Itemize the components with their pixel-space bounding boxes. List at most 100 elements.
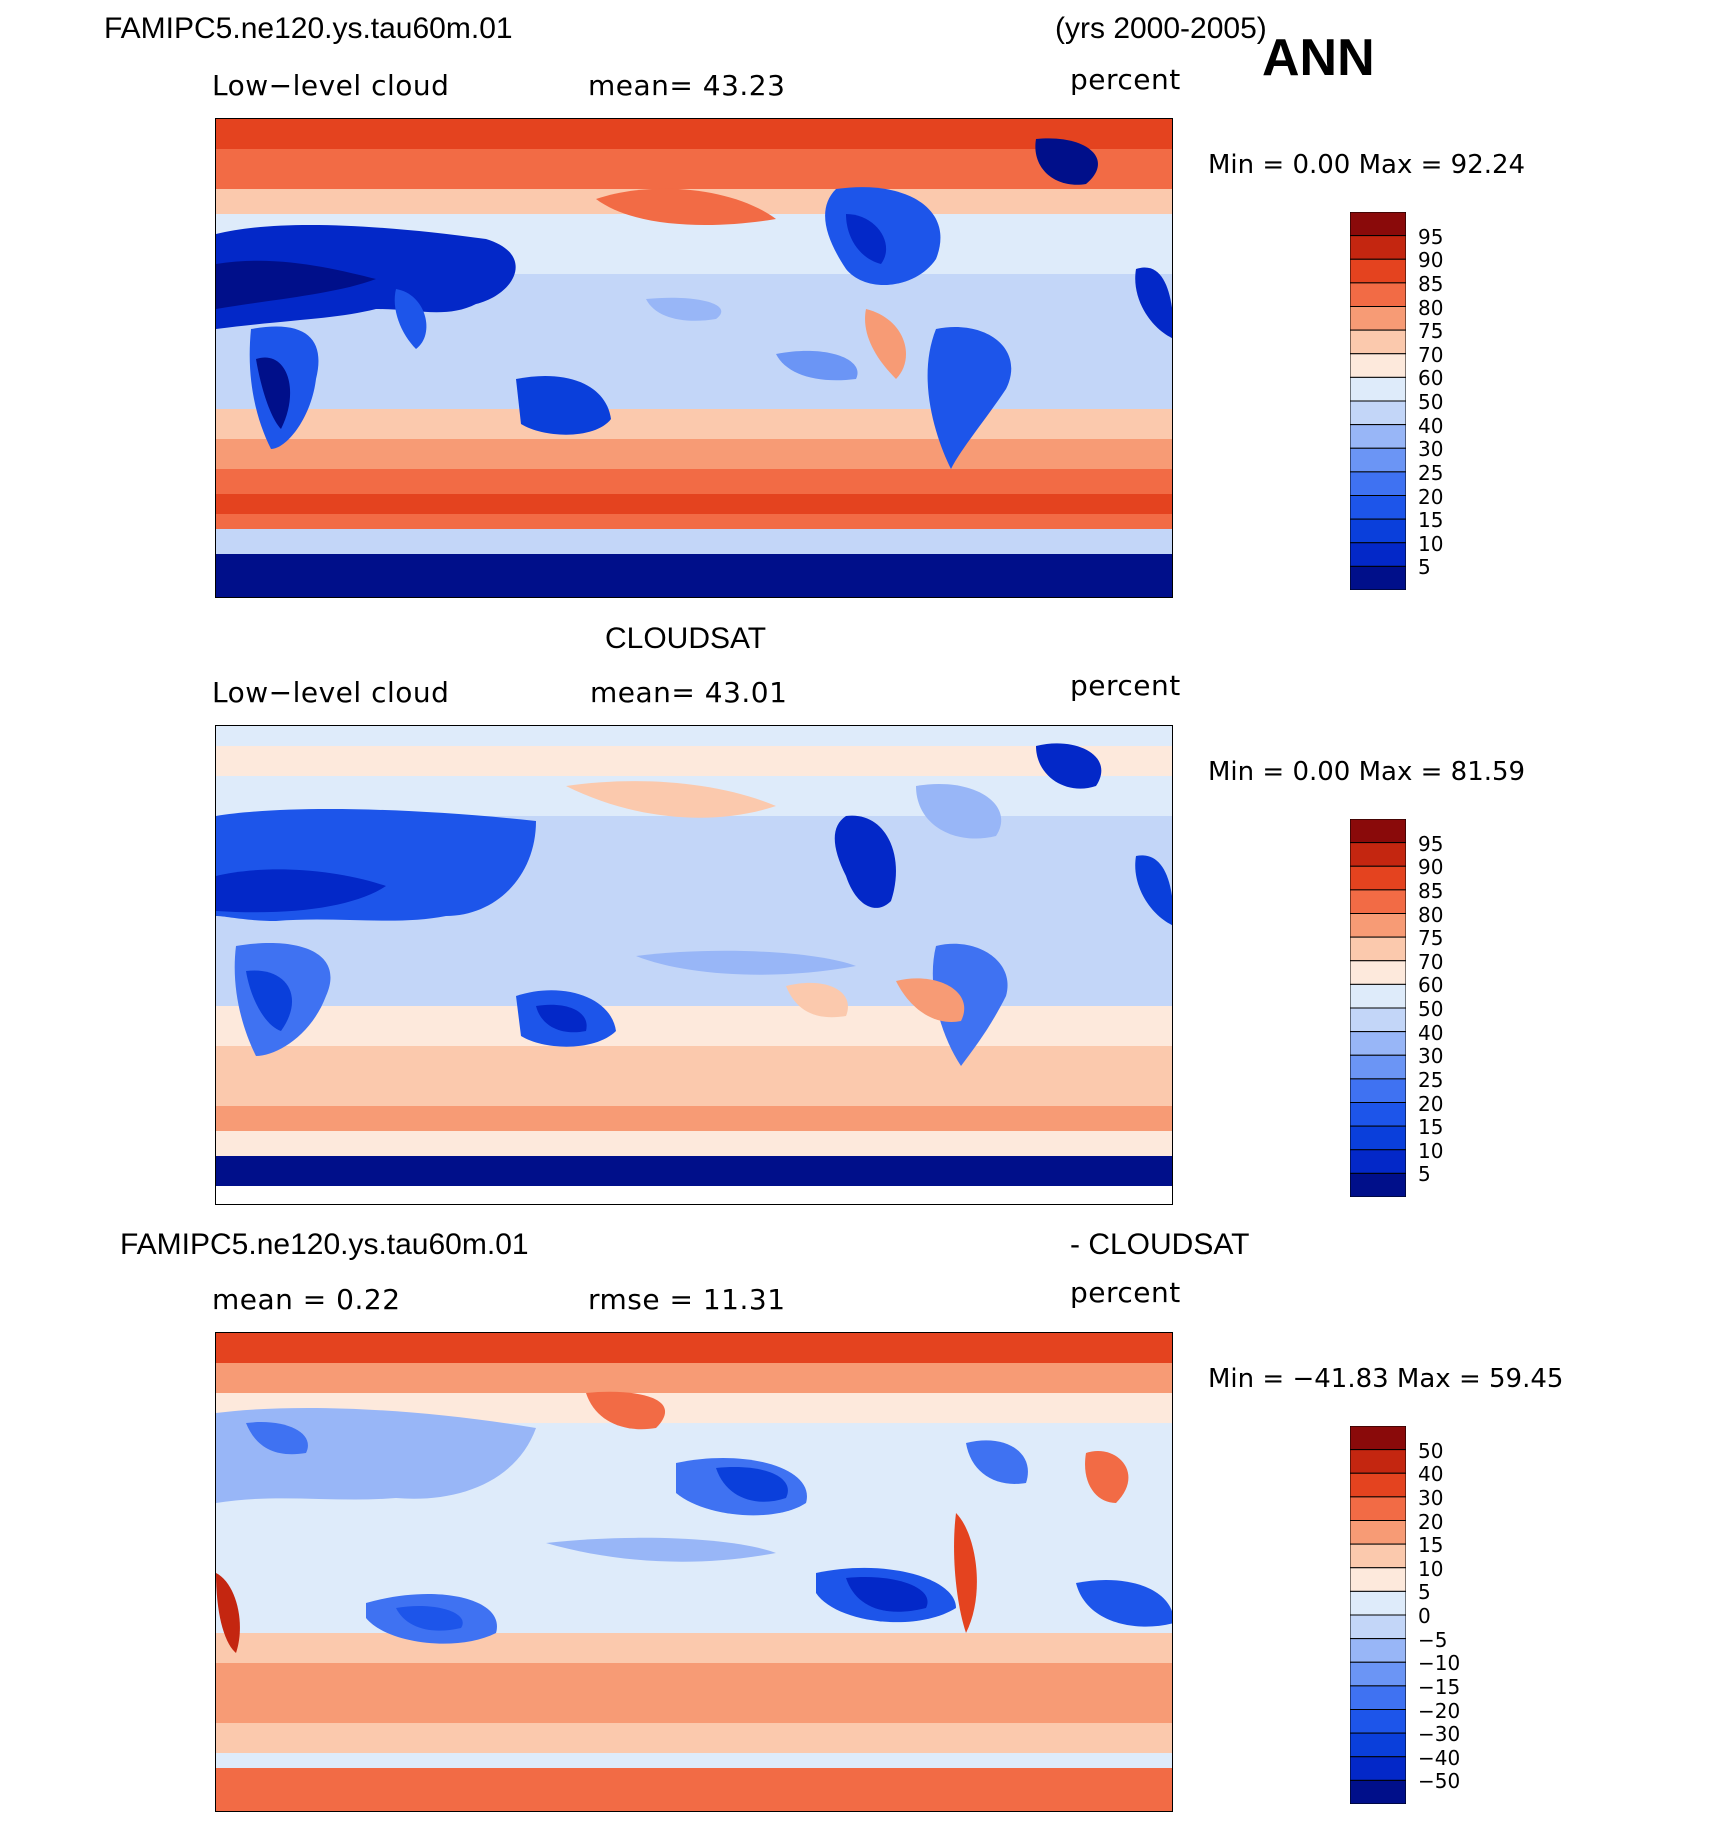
- colorbar-tick-label: 15: [1418, 1115, 1444, 1140]
- colorbar-swatch: [1350, 1661, 1406, 1687]
- colorbar-swatch: [1350, 400, 1406, 426]
- colorbar-swatch: [1350, 1614, 1406, 1640]
- colorbar-tick-label: 20: [1418, 1091, 1444, 1116]
- colorbar-swatch: [1350, 565, 1406, 590]
- colorbar-swatch: [1350, 1567, 1406, 1592]
- colorbar-tick-label: 95: [1418, 831, 1444, 856]
- panel3-map: [215, 1332, 1173, 1812]
- colorbar-tick-label: 10: [1418, 1138, 1444, 1163]
- panel2-units: percent: [1070, 669, 1181, 702]
- panel2-minmax: Min = 0.00 Max = 81.59: [1208, 757, 1526, 787]
- panel2-variable: Low−level cloud: [212, 676, 450, 709]
- colorbar-tick-label: 0: [1418, 1604, 1431, 1628]
- colorbar-swatch: [1350, 1685, 1406, 1710]
- colorbar-tick-label: 70: [1418, 949, 1444, 974]
- colorbar-swatch: [1350, 471, 1406, 496]
- colorbar-swatch: [1350, 1520, 1406, 1545]
- colorbar-tick-label: 5: [1418, 555, 1431, 580]
- colorbar-tick-label: 40: [1418, 1020, 1444, 1045]
- colorbar-swatch: [1350, 376, 1406, 402]
- colorbar-swatch: [1350, 282, 1406, 307]
- colorbar-tick-label: 70: [1418, 342, 1444, 367]
- panel3-rmse: rmse = 11.31: [588, 1283, 786, 1316]
- colorbar-swatch: [1350, 542, 1406, 567]
- panel3-colorbar-swatches: [1350, 1426, 1406, 1804]
- colorbar-tick-label: 75: [1418, 319, 1444, 344]
- colorbar-swatch: [1350, 212, 1406, 237]
- panel1-map: [215, 118, 1173, 598]
- colorbar-tick-label: 15: [1418, 1533, 1444, 1558]
- panel3-mean: mean = 0.22: [212, 1283, 401, 1316]
- colorbar-tick-label: −15: [1418, 1674, 1461, 1699]
- colorbar-tick-label: 85: [1418, 878, 1444, 903]
- colorbar-swatch: [1350, 1007, 1406, 1033]
- season-label: ANN: [1262, 29, 1375, 87]
- colorbar-tick-label: 60: [1418, 973, 1444, 998]
- panel2-mean: mean= 43.01: [590, 676, 788, 709]
- colorbar-tick-label: 95: [1418, 224, 1444, 249]
- colorbar-tick-label: 50: [1418, 997, 1444, 1021]
- colorbar-tick-label: 30: [1418, 1044, 1444, 1069]
- colorbar-swatch: [1350, 936, 1406, 962]
- panel1-units: percent: [1070, 63, 1181, 96]
- colorbar-swatch: [1350, 424, 1406, 449]
- colorbar-swatch: [1350, 1709, 1406, 1734]
- colorbar-swatch: [1350, 1102, 1406, 1127]
- colorbar-tick-label: 30: [1418, 1485, 1444, 1510]
- colorbar-tick-label: −30: [1418, 1722, 1461, 1747]
- colorbar-swatch: [1350, 1590, 1406, 1616]
- colorbar-tick-label: 50: [1418, 1438, 1444, 1463]
- colorbar-swatch: [1350, 1756, 1406, 1781]
- colorbar-swatch: [1350, 819, 1406, 844]
- panel2-map: [215, 725, 1173, 1205]
- colorbar-tick-label: 5: [1418, 1162, 1431, 1187]
- colorbar-tick-label: 40: [1418, 1462, 1444, 1487]
- panel1-colorbar: [1350, 212, 1406, 590]
- colorbar-swatch: [1350, 447, 1406, 473]
- colorbar-tick-label: 60: [1418, 366, 1444, 391]
- colorbar-swatch: [1350, 1472, 1406, 1498]
- colorbar-tick-label: 15: [1418, 508, 1444, 533]
- panel1-minmax: Min = 0.00 Max = 92.24: [1208, 150, 1526, 180]
- panel3-units: percent: [1070, 1276, 1181, 1309]
- colorbar-tick-label: −10: [1418, 1651, 1461, 1676]
- colorbar-swatch: [1350, 1543, 1406, 1569]
- colorbar-tick-label: 85: [1418, 271, 1444, 296]
- colorbar-tick-label: 40: [1418, 413, 1444, 438]
- panel3-title-right: - CLOUDSAT: [1070, 1228, 1250, 1261]
- panel3-title-left: FAMIPC5.ne120.ys.tau60m.01: [120, 1228, 529, 1261]
- colorbar-swatch: [1350, 983, 1406, 1009]
- panel2-title: CLOUDSAT: [605, 622, 767, 655]
- colorbar-swatch: [1350, 1449, 1406, 1474]
- case-title: FAMIPC5.ne120.ys.tau60m.01: [104, 12, 513, 45]
- colorbar-swatch: [1350, 518, 1406, 544]
- years-label: (yrs 2000-2005): [1055, 12, 1267, 45]
- colorbar-swatch: [1350, 1496, 1406, 1521]
- colorbar-swatch: [1350, 960, 1406, 985]
- colorbar-swatch: [1350, 1149, 1406, 1174]
- colorbar-tick-label: 20: [1418, 1509, 1444, 1534]
- colorbar-swatch: [1350, 1779, 1406, 1804]
- colorbar-tick-label: 5: [1418, 1580, 1431, 1605]
- colorbar-tick-label: 25: [1418, 1067, 1444, 1092]
- panel3-colorbar: [1350, 1426, 1406, 1804]
- colorbar-tick-label: 20: [1418, 484, 1444, 509]
- colorbar-swatch: [1350, 235, 1406, 260]
- colorbar-swatch: [1350, 1031, 1406, 1056]
- panel1-colorbar-swatches: [1350, 212, 1406, 590]
- panel2-colorbar: [1350, 819, 1406, 1197]
- colorbar-tick-label: 10: [1418, 1556, 1444, 1581]
- colorbar-swatch: [1350, 1054, 1406, 1080]
- colorbar-swatch: [1350, 1078, 1406, 1103]
- colorbar-swatch: [1350, 913, 1406, 938]
- colorbar-swatch: [1350, 865, 1406, 891]
- colorbar-swatch: [1350, 1638, 1406, 1663]
- panel1-variable: Low−level cloud: [212, 69, 450, 102]
- colorbar-tick-label: 75: [1418, 926, 1444, 951]
- colorbar-swatch: [1350, 306, 1406, 331]
- colorbar-tick-label: 25: [1418, 460, 1444, 485]
- colorbar-swatch: [1350, 495, 1406, 520]
- colorbar-tick-label: 30: [1418, 437, 1444, 462]
- panel1-mean: mean= 43.23: [588, 69, 786, 102]
- colorbar-tick-label: 80: [1418, 295, 1444, 320]
